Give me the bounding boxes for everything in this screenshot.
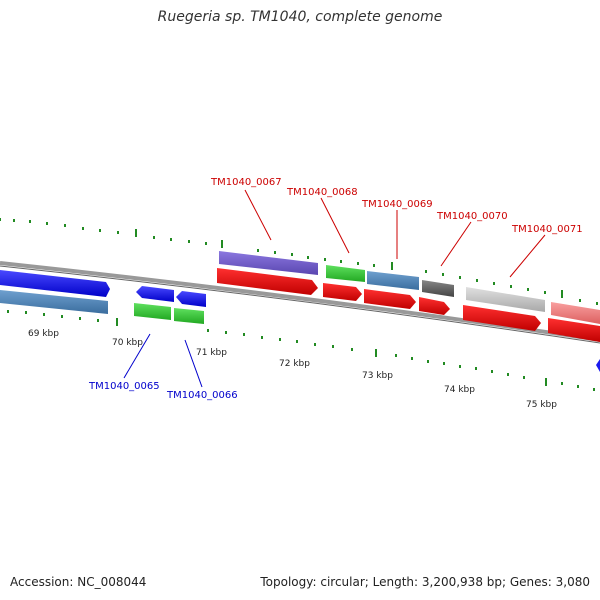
label-tm1040-0066: TM1040_0066 [166, 390, 238, 401]
gene-0065-arrow[interactable] [136, 286, 174, 302]
map-title: Ruegeria sp. TM1040, complete genome [157, 9, 443, 25]
gene-0071-arrow[interactable] [463, 305, 541, 331]
gene-0066-arrow[interactable] [176, 291, 206, 307]
scale-label-75kbp: 75 kbp [526, 400, 557, 410]
label-tm1040-0069: TM1040_0069 [361, 199, 433, 210]
orf-purple[interactable] [219, 251, 318, 275]
label-leaders [123, 189, 546, 388]
label-tm1040-0070: TM1040_0070 [436, 211, 508, 222]
genome-summary-text: Topology: circular; Length: 3,200,938 bp… [260, 575, 590, 589]
label-tm1040-0068: TM1040_0068 [286, 187, 358, 198]
outer-tick-ring [0, 218, 598, 305]
label-tm1040-0067: TM1040_0067 [210, 177, 282, 188]
gene-0069-arrow[interactable] [364, 289, 416, 309]
scale-label-74kbp: 74 kbp [444, 385, 475, 395]
accession-text: Accession: NC_008044 [10, 575, 147, 589]
gene-0070-arrow[interactable] [419, 297, 450, 315]
label-tm1040-0071: TM1040_0071 [511, 224, 583, 235]
scale-label-72kbp: 72 kbp [279, 359, 310, 369]
scale-label-73kbp: 73 kbp [362, 371, 393, 381]
genome-backbone-inner [0, 265, 600, 344]
gene-right-edge-arrow[interactable] [596, 359, 600, 372]
scale-label-71kbp: 71 kbp [196, 348, 227, 358]
orf-left-steel[interactable] [0, 290, 108, 314]
gene-0069-orf-steel[interactable] [367, 271, 419, 290]
gene-0067-arrow[interactable] [217, 268, 318, 295]
gene-next-arrow[interactable] [548, 318, 600, 342]
gene-0065-orf-green[interactable] [134, 303, 171, 320]
scale-label-69kbp: 69 kbp [28, 329, 59, 339]
orf-pink[interactable] [551, 302, 600, 324]
scale-label-70kbp: 70 kbp [112, 338, 143, 348]
gene-0071-orf-gray[interactable] [466, 287, 545, 312]
gene-0066-orf-green[interactable] [174, 308, 204, 324]
gene-left-blue-arrow[interactable] [0, 270, 110, 297]
gene-0070-orf-dark[interactable] [422, 280, 454, 297]
gene-0068-orf-green[interactable] [326, 265, 365, 282]
gene-0068-arrow[interactable] [323, 283, 362, 301]
inner-tick-ring [7, 310, 595, 391]
label-tm1040-0065: TM1040_0065 [88, 381, 160, 392]
